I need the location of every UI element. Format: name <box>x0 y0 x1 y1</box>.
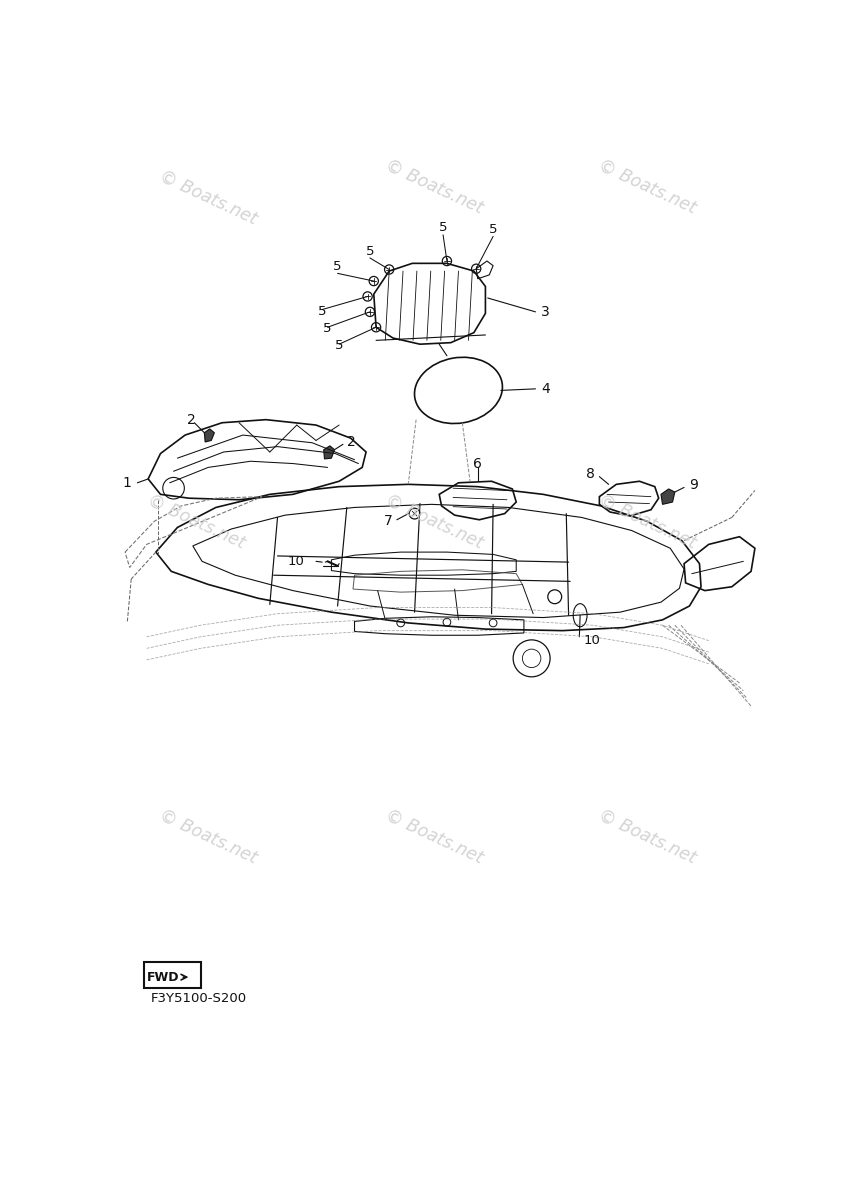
Polygon shape <box>661 488 675 504</box>
Text: © Boats.net: © Boats.net <box>595 806 699 868</box>
Text: 10: 10 <box>287 554 304 568</box>
Text: © Boats.net: © Boats.net <box>382 491 487 552</box>
Text: © Boats.net: © Boats.net <box>382 156 487 217</box>
Text: © Boats.net: © Boats.net <box>595 156 699 217</box>
FancyBboxPatch shape <box>144 961 201 988</box>
Text: 5: 5 <box>323 323 332 335</box>
Text: 4: 4 <box>541 382 550 396</box>
Text: 8: 8 <box>586 467 594 480</box>
Text: 5: 5 <box>438 222 447 234</box>
Text: 1: 1 <box>122 475 131 490</box>
Text: 5: 5 <box>335 340 343 353</box>
Polygon shape <box>204 428 215 442</box>
Text: © Boats.net: © Boats.net <box>156 806 260 868</box>
Text: 2: 2 <box>187 413 196 427</box>
Text: 3: 3 <box>541 305 550 319</box>
Text: 5: 5 <box>333 260 342 272</box>
Text: © Boats.net: © Boats.net <box>595 491 699 552</box>
Text: 6: 6 <box>473 456 483 470</box>
Text: 5: 5 <box>365 245 374 258</box>
Polygon shape <box>324 446 334 458</box>
Text: © Boats.net: © Boats.net <box>145 491 248 552</box>
Text: FWD: FWD <box>148 971 180 984</box>
Text: 5: 5 <box>318 305 326 318</box>
Text: © Boats.net: © Boats.net <box>382 806 487 868</box>
Text: 10: 10 <box>584 634 601 647</box>
Text: 7: 7 <box>384 515 393 528</box>
Text: 2: 2 <box>347 434 355 449</box>
Text: © Boats.net: © Boats.net <box>156 167 260 228</box>
Text: 5: 5 <box>488 223 498 236</box>
Text: F3Y5100-S200: F3Y5100-S200 <box>150 992 247 1006</box>
Text: 9: 9 <box>689 478 698 492</box>
